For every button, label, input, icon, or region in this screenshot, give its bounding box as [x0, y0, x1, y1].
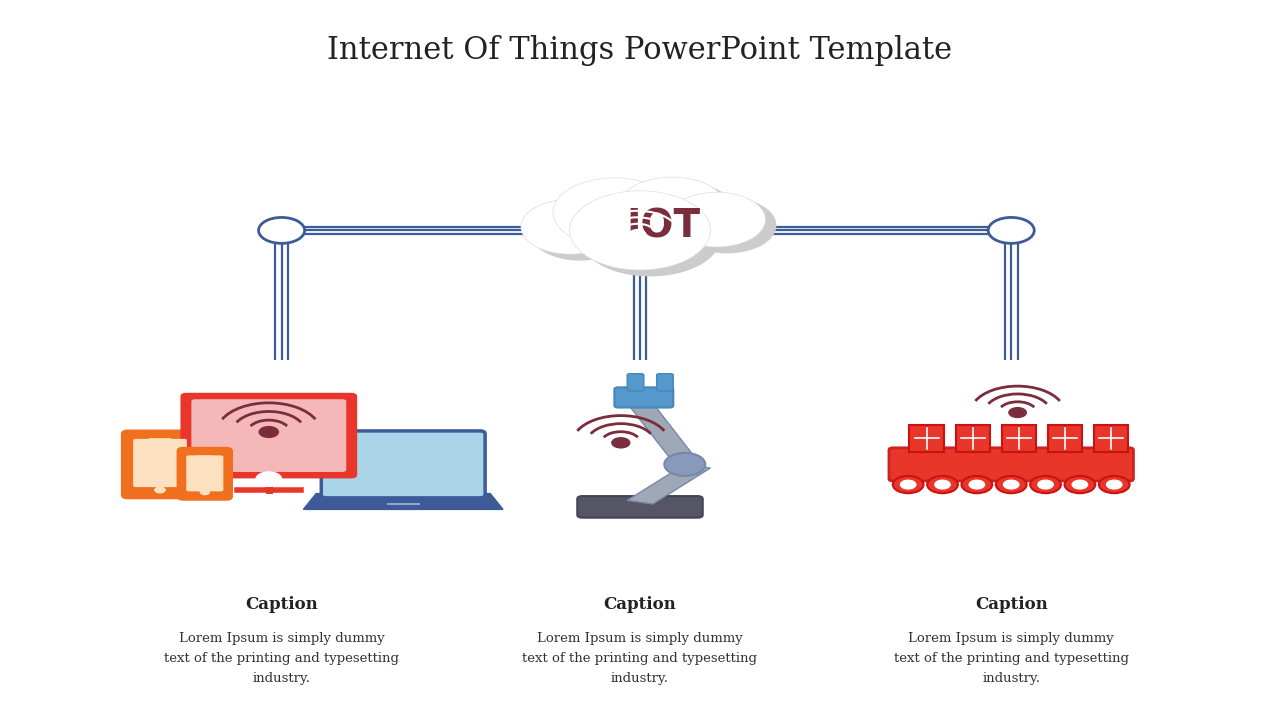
Circle shape	[678, 198, 776, 253]
Circle shape	[934, 480, 950, 489]
Circle shape	[961, 476, 992, 493]
FancyBboxPatch shape	[577, 496, 703, 518]
FancyBboxPatch shape	[192, 399, 346, 472]
FancyBboxPatch shape	[1093, 425, 1129, 452]
Circle shape	[553, 178, 676, 247]
Text: Lorem Ipsum is simply dummy
text of the printing and typesetting
industry.: Lorem Ipsum is simply dummy text of the …	[522, 632, 758, 685]
Circle shape	[618, 177, 726, 238]
Circle shape	[664, 453, 705, 476]
Circle shape	[996, 476, 1027, 493]
Circle shape	[1065, 476, 1096, 493]
FancyBboxPatch shape	[122, 431, 198, 498]
FancyBboxPatch shape	[1001, 425, 1037, 452]
Text: Lorem Ipsum is simply dummy
text of the printing and typesetting
industry.: Lorem Ipsum is simply dummy text of the …	[164, 632, 399, 685]
Circle shape	[1038, 480, 1053, 489]
Circle shape	[901, 480, 916, 489]
Circle shape	[893, 476, 924, 493]
Text: Lorem Ipsum is simply dummy
text of the printing and typesetting
industry.: Lorem Ipsum is simply dummy text of the …	[893, 632, 1129, 685]
Circle shape	[1073, 480, 1088, 489]
Circle shape	[1100, 476, 1129, 493]
Circle shape	[563, 184, 686, 253]
Circle shape	[927, 476, 957, 493]
Circle shape	[155, 487, 165, 493]
FancyBboxPatch shape	[956, 425, 991, 452]
Circle shape	[1004, 480, 1019, 489]
FancyBboxPatch shape	[133, 438, 187, 487]
FancyBboxPatch shape	[178, 447, 233, 500]
Circle shape	[612, 438, 630, 448]
Text: Caption: Caption	[246, 596, 317, 613]
Circle shape	[969, 480, 984, 489]
FancyBboxPatch shape	[196, 456, 214, 459]
Circle shape	[580, 197, 721, 276]
Circle shape	[1009, 408, 1027, 418]
Text: Caption: Caption	[604, 596, 676, 613]
Text: Caption: Caption	[975, 596, 1047, 613]
FancyBboxPatch shape	[910, 425, 945, 452]
FancyBboxPatch shape	[657, 374, 673, 391]
FancyBboxPatch shape	[614, 387, 673, 408]
Circle shape	[570, 191, 710, 270]
FancyBboxPatch shape	[1048, 425, 1083, 452]
FancyBboxPatch shape	[890, 448, 1134, 481]
Polygon shape	[627, 464, 710, 504]
Circle shape	[256, 472, 282, 487]
Circle shape	[630, 230, 645, 238]
Polygon shape	[303, 494, 503, 510]
Circle shape	[521, 199, 618, 254]
Circle shape	[259, 217, 305, 243]
FancyBboxPatch shape	[627, 374, 644, 391]
Circle shape	[1030, 476, 1061, 493]
FancyBboxPatch shape	[182, 393, 356, 478]
FancyBboxPatch shape	[187, 455, 224, 491]
Circle shape	[259, 426, 279, 437]
Circle shape	[201, 490, 210, 495]
Text: IOT: IOT	[626, 208, 700, 246]
Text: Internet Of Things PowerPoint Template: Internet Of Things PowerPoint Template	[328, 35, 952, 66]
Polygon shape	[627, 403, 698, 461]
Circle shape	[628, 183, 736, 243]
Circle shape	[668, 192, 765, 247]
FancyBboxPatch shape	[148, 438, 172, 442]
Circle shape	[1106, 480, 1121, 489]
Circle shape	[531, 205, 628, 260]
FancyBboxPatch shape	[321, 431, 485, 498]
Circle shape	[988, 217, 1034, 243]
